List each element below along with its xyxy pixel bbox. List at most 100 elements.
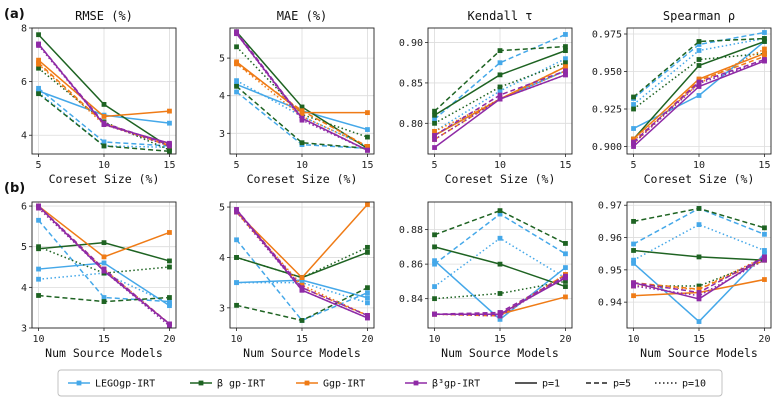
data-point-legogp-irt-p1 — [36, 266, 41, 272]
y-tick-label: 3 — [219, 303, 225, 314]
legend-item-legogp-irt: LEGOgp-IRT — [68, 379, 155, 390]
legend-marker — [198, 380, 204, 386]
data-point-beta3-gp-irt-p10 — [497, 96, 503, 102]
data-point-beta-gp-irt-p1 — [563, 48, 568, 54]
data-point-beta3-gp-irt-p5 — [631, 280, 636, 286]
data-point-ggp-irt-p1 — [167, 230, 172, 235]
x-tick-label: 15 — [693, 334, 705, 345]
data-point-legogp-irt-p5 — [365, 290, 370, 296]
legend-box — [57, 369, 723, 397]
y-tick-label: 5 — [219, 203, 225, 214]
legend-label: p=10 — [682, 379, 706, 390]
data-point-ggp-irt-p10 — [365, 144, 370, 149]
data-point-beta-gp-irt-p5 — [762, 225, 767, 231]
data-point-legogp-irt-p1 — [631, 126, 636, 131]
y-tick-label: 0.975 — [592, 30, 622, 41]
data-point-beta3-gp-irt-p10 — [167, 323, 172, 329]
data-point-beta3-gp-irt-p10 — [299, 287, 305, 293]
x-tick-label: 20 — [758, 334, 770, 345]
data-point-ggp-irt-p1 — [101, 114, 107, 119]
series-line-beta-gp-irt-p5 — [236, 85, 368, 150]
data-point-ggp-irt-p5 — [299, 108, 305, 114]
data-point-legogp-irt-p5 — [497, 211, 503, 217]
data-point-legogp-irt-p1 — [365, 295, 370, 301]
row-label-b: (b) — [4, 181, 25, 196]
legend-item-beta3-gp-irt: β³gp-IRT — [405, 379, 480, 390]
data-point-beta-gp-irt-p10 — [365, 244, 370, 250]
x-tick-label: 5 — [631, 160, 637, 171]
data-point-beta-gp-irt-p1 — [762, 39, 767, 44]
data-point-ggp-irt-p10 — [762, 46, 767, 52]
data-point-beta-gp-irt-p5 — [234, 302, 239, 308]
data-point-legogp-irt-p10 — [365, 300, 370, 306]
y-tick-label: 0.84 — [399, 294, 423, 305]
data-point-beta-gp-irt-p10 — [497, 84, 503, 90]
data-point-beta-gp-irt-p5 — [299, 318, 305, 323]
data-point-legogp-irt-p10 — [497, 88, 503, 94]
data-point-beta3-gp-irt-p1 — [432, 145, 437, 150]
data-point-beta-gp-irt-p5 — [563, 241, 568, 246]
series-line-beta-gp-irt-p5 — [633, 37, 765, 98]
series-line-legogp-irt-p10 — [633, 223, 765, 261]
panel-r0-c3: 5 10 15 0.900 0.925 0.950 0.975 Spearman ρ Cores… — [592, 9, 772, 186]
data-point-legogp-irt-p10 — [234, 280, 239, 286]
data-point-legogp-irt-p5 — [101, 139, 107, 145]
x-tick-label: 10 — [628, 334, 640, 345]
data-point-beta-gp-irt-p1 — [167, 258, 172, 264]
x-tick-label: 10 — [693, 160, 705, 171]
data-point-ggp-irt-p10 — [36, 61, 41, 67]
data-point-legogp-irt-p5 — [432, 261, 437, 267]
data-point-ggp-irt-p1 — [101, 254, 107, 260]
data-point-beta3-gp-irt-p1 — [631, 144, 636, 149]
x-tick-label: 10 — [296, 160, 308, 171]
panel-title: MAE (%) — [277, 9, 328, 23]
data-point-ggp-irt-p1 — [36, 57, 41, 63]
data-point-legogp-irt-p5 — [36, 217, 41, 223]
panel-r0-c2: 5 10 15 0.80 0.85 0.90 Kendall τ Coreset Size (… — [399, 9, 573, 186]
y-tick-label: 6 — [21, 77, 27, 88]
legend: LEGOgp-IRT β gp-IRT Ggp-IRT β³gp-IRT p=1 p=5 p… — [57, 369, 723, 397]
legend-label: p=1 — [542, 379, 560, 390]
data-point-ggp-irt-p1 — [167, 108, 172, 114]
data-point-legogp-irt-p10 — [696, 222, 702, 228]
data-point-beta3-gp-irt-p10 — [497, 313, 503, 319]
data-point-beta-gp-irt-p1 — [696, 254, 702, 260]
series-line-legogp-irt-p5 — [235, 239, 368, 322]
y-tick-label: 0.90 — [399, 38, 423, 49]
data-point-legogp-irt-p10 — [497, 235, 503, 241]
data-point-beta3-gp-irt-p10 — [36, 205, 41, 211]
data-point-beta-gp-irt-p1 — [631, 248, 636, 253]
data-point-ggp-irt-p1 — [365, 110, 370, 116]
data-point-legogp-irt-p5 — [432, 116, 437, 122]
data-point-beta-gp-irt-p1 — [101, 240, 107, 246]
x-tick-label: 15 — [494, 334, 506, 345]
data-point-beta-gp-irt-p10 — [696, 57, 702, 62]
data-point-beta3-gp-irt-p10 — [234, 209, 239, 215]
data-point-beta-gp-irt-p1 — [696, 63, 702, 68]
y-tick-label: 0.80 — [399, 119, 423, 130]
y-tick-label: 0.925 — [592, 105, 622, 116]
data-point-beta3-gp-irt-p5 — [234, 207, 239, 212]
data-point-ggp-irt-p5 — [563, 64, 568, 70]
y-tick-label: 5 — [21, 242, 27, 253]
y-tick-label: 4 — [21, 131, 27, 142]
x-tick-label: 10 — [98, 160, 110, 171]
data-point-beta-gp-irt-p10 — [365, 134, 370, 140]
series-line-ggp-irt-p10 — [633, 48, 765, 142]
y-tick-label: 4 — [21, 283, 27, 294]
data-point-ggp-irt-p10 — [696, 286, 702, 292]
data-point-beta-gp-irt-p10 — [497, 291, 503, 296]
data-point-legogp-irt-p5 — [563, 251, 568, 257]
data-point-beta-gp-irt-p1 — [36, 32, 41, 38]
x-tick-label: 15 — [559, 160, 571, 171]
data-point-legogp-irt-p5 — [234, 89, 239, 95]
data-point-legogp-irt-p1 — [762, 251, 767, 257]
series-line-beta3-gp-irt-p10 — [37, 44, 170, 147]
data-point-beta-gp-irt-p5 — [101, 143, 107, 149]
series-line-beta-gp-irt-p10 — [434, 62, 566, 124]
y-tick-label: 0.88 — [399, 225, 423, 236]
data-point-beta-gp-irt-p1 — [432, 244, 437, 250]
data-point-beta3-gp-irt-p5 — [563, 68, 568, 74]
